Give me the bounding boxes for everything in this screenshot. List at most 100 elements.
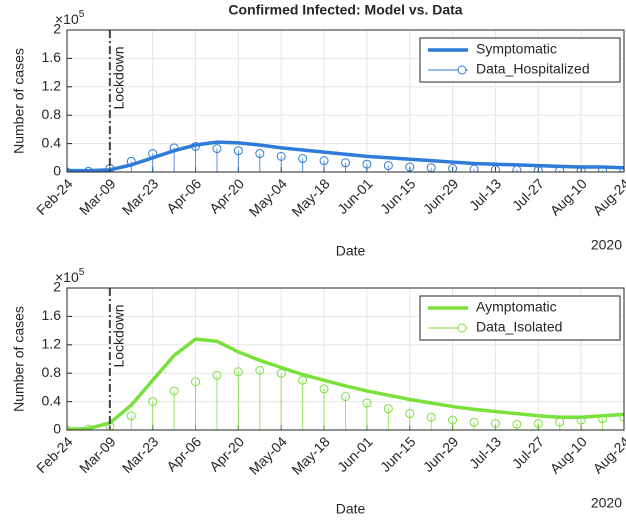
y-tick-label: 0 — [53, 163, 61, 179]
data-point — [233, 146, 243, 156]
data-point — [148, 397, 158, 407]
x-tick-label: May-18 — [288, 433, 332, 477]
x-tick-label: Aug-10 — [547, 175, 590, 218]
data-point — [576, 415, 586, 425]
data-point — [319, 384, 329, 394]
series-group — [67, 140, 624, 172]
x-tick-label: Jun-15 — [377, 433, 419, 475]
axes-box — [66, 29, 625, 173]
data-point — [191, 141, 201, 151]
y-tick-label: 1.6 — [42, 307, 62, 323]
lockdown-label: Lockdown — [111, 46, 127, 109]
data-point — [362, 159, 372, 169]
x-tick-label: Jun-01 — [334, 175, 376, 217]
x-tick-label: Mar-23 — [119, 433, 162, 476]
y-tick-label: 2 — [53, 21, 61, 37]
data-point — [533, 166, 543, 172]
x-tick-label: Aug-24 — [589, 433, 626, 476]
y-axis-label: Number of cases — [11, 306, 27, 412]
data-point — [83, 166, 93, 172]
data-point — [191, 377, 201, 387]
y-tick-label: 1.2 — [42, 78, 62, 94]
x-tick-label: Feb-24 — [33, 175, 76, 218]
data-point — [383, 404, 393, 414]
y-axis-label: Number of cases — [11, 48, 27, 154]
data-point — [555, 166, 565, 172]
data-point — [341, 392, 350, 402]
y-tick-label: 2 — [53, 279, 61, 295]
y-tick-label: 1.2 — [42, 336, 62, 352]
series-group — [67, 337, 624, 430]
data-point — [276, 368, 286, 378]
data-point — [512, 419, 522, 429]
data-point — [362, 398, 372, 408]
data-point — [426, 412, 436, 422]
data-point — [255, 365, 265, 375]
legend-marker — [457, 323, 467, 333]
data-point — [148, 149, 158, 159]
axes: 0 0.4 0.8 1.2 1.6 2 Feb-24 Mar-09 Mar-23 Apr-06 Ap… — [11, 2, 626, 259]
x-tick-label: Jun-15 — [377, 175, 419, 217]
data-point — [469, 417, 479, 427]
data-point — [598, 414, 608, 424]
data-point — [298, 154, 308, 164]
data-point — [276, 151, 286, 161]
data-point — [83, 424, 93, 430]
legend-box — [419, 37, 621, 83]
x-tick-label: Aug-24 — [589, 175, 626, 218]
lockdown-label: Lockdown — [111, 304, 127, 367]
model-line — [67, 140, 624, 172]
x-tick-label: Jun-29 — [420, 433, 462, 475]
y-multiplier: ×105 — [55, 267, 85, 285]
y-tick-label: 0 — [53, 421, 61, 437]
legend-label: Aymptomatic — [476, 299, 557, 315]
x-tick-label: Mar-09 — [76, 175, 119, 218]
x-tick-label: May-04 — [246, 433, 290, 477]
x-tick-label: Aug-10 — [547, 433, 590, 476]
legend-label: Symptomatic — [476, 41, 557, 57]
data-point — [448, 415, 458, 425]
data-point — [619, 412, 624, 422]
x-tick-label: May-18 — [288, 175, 332, 219]
data-point — [298, 375, 308, 385]
axes: 0 0.4 0.8 1.2 1.6 2 Feb-24 Mar-09 Mar-23 Apr-06 Ap… — [11, 267, 626, 517]
model-line — [67, 337, 624, 430]
data-point — [490, 419, 500, 429]
x-tick-label: Apr-20 — [206, 433, 247, 474]
axes-box — [66, 287, 625, 431]
x-tick-label: Apr-06 — [163, 433, 204, 474]
data-point — [212, 370, 222, 380]
y-tick-label: 0.8 — [42, 106, 62, 122]
data-point — [255, 149, 265, 159]
legend-marker — [457, 65, 467, 75]
data-point — [533, 419, 543, 429]
x-tick-label: Mar-09 — [76, 433, 119, 476]
data-point — [448, 163, 458, 172]
y-tick-label: 1.6 — [42, 49, 62, 65]
data-point — [126, 156, 136, 166]
x-tick-label: Apr-06 — [163, 175, 204, 216]
data-point — [555, 417, 565, 427]
x-tick-label: Jul-27 — [509, 175, 547, 213]
data-point — [169, 386, 179, 396]
data-point — [126, 411, 136, 421]
x-tick-label: Jun-29 — [420, 175, 462, 217]
data-point — [212, 144, 222, 154]
data-point — [169, 143, 179, 153]
y-multiplier-exponent: 5 — [79, 9, 85, 20]
data-point — [341, 158, 350, 168]
data-point — [490, 165, 500, 172]
x-tick-label: Jun-01 — [334, 433, 376, 475]
y-tick-label: 0.8 — [42, 364, 62, 380]
legend-label: Data_Isolated — [476, 319, 562, 335]
x-axis-label: Date — [336, 243, 366, 259]
data-point — [598, 166, 608, 172]
year-label: 2020 — [591, 495, 622, 511]
y-multiplier-base: ×10 — [55, 11, 79, 27]
y-multiplier-exponent: 5 — [79, 267, 85, 278]
data-point — [319, 156, 329, 166]
data-point — [405, 162, 415, 172]
x-tick-label: Apr-20 — [206, 175, 247, 216]
x-tick-label: May-04 — [246, 175, 290, 219]
